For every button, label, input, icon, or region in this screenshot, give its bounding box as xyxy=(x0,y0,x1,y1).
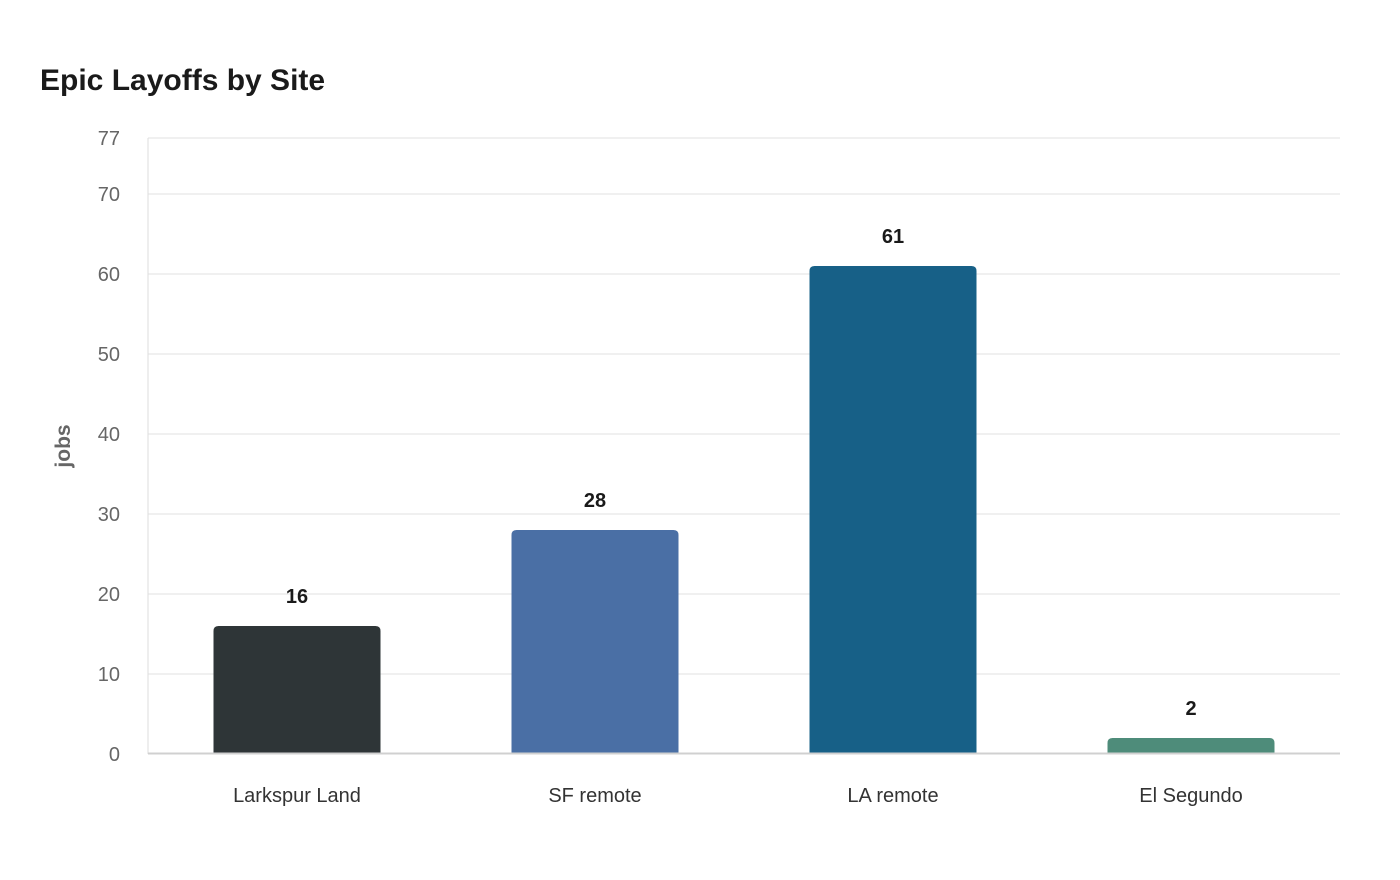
y-tick-label: 77 xyxy=(98,128,120,150)
y-axis-ticks: 0 10 20 30 40 50 60 70 77 xyxy=(98,128,120,766)
x-category-label: El Segundo xyxy=(1139,785,1242,807)
y-axis-label: jobs xyxy=(52,424,75,468)
chart-title: Epic Layoffs by Site xyxy=(40,64,325,97)
y-tick-label: 0 xyxy=(109,744,120,766)
y-tick-label: 60 xyxy=(98,264,120,286)
data-label: 16 xyxy=(286,586,308,608)
bar-larkspur-land xyxy=(213,626,381,754)
x-category-label: SF remote xyxy=(548,785,641,807)
y-tick-label: 40 xyxy=(98,424,120,446)
bars: 16 28 61 2 xyxy=(213,226,1275,754)
data-label: 2 xyxy=(1185,698,1196,720)
y-tick-label: 30 xyxy=(98,504,120,526)
y-tick-label: 50 xyxy=(98,344,120,366)
x-category-label: LA remote xyxy=(847,785,938,807)
y-tick-label: 70 xyxy=(98,184,120,206)
gridlines xyxy=(148,137,1340,675)
x-axis-labels: Larkspur Land SF remote LA remote El Segund… xyxy=(233,785,1243,807)
y-tick-label: 20 xyxy=(98,584,120,606)
x-category-label: Larkspur Land xyxy=(233,785,361,807)
data-label: 61 xyxy=(882,226,904,248)
bar-la-remote xyxy=(809,266,977,754)
bar-el-segundo xyxy=(1107,738,1275,754)
bar-sf-remote xyxy=(511,530,679,754)
data-label: 28 xyxy=(584,490,606,512)
y-tick-label: 10 xyxy=(98,664,120,686)
